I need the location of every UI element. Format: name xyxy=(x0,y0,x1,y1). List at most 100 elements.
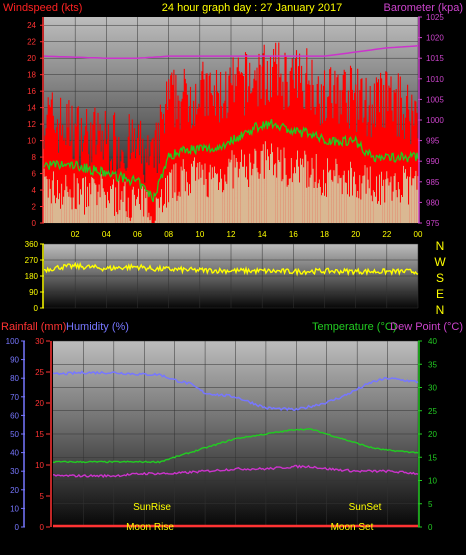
temperature-tick-label: 30 xyxy=(428,384,437,393)
humidity-tick-label: 90 xyxy=(10,356,19,365)
hour-tick-label: 22 xyxy=(382,230,391,239)
compass-s: S xyxy=(436,271,444,285)
barometer-tick-label: 990 xyxy=(426,157,440,166)
climate-axis-labels: 0 5 10 15 20 25 30 35 40 0 10 20 30 40 50 60 70 80 90 100 0 5… xyxy=(6,337,438,532)
hour-tick-label: 10 xyxy=(195,230,204,239)
direction-grid xyxy=(44,243,419,309)
compass-n-bottom: N xyxy=(436,303,445,317)
sunrise-label: SunRise xyxy=(133,502,171,513)
humidity-tick-label: 30 xyxy=(10,467,19,476)
temperature-axis-title: Temperature (°C) xyxy=(312,321,396,333)
barometer-tick-label: 1010 xyxy=(426,75,444,84)
climate-series xyxy=(52,370,419,528)
barometer-tick-label: 1015 xyxy=(426,54,444,63)
windspeed-tick-label: 10 xyxy=(27,137,36,146)
temperature-tick-label: 0 xyxy=(428,523,433,532)
rainfall-axis-title: Rainfall (mm) xyxy=(1,321,66,333)
direction-tick-label: 180 xyxy=(25,272,39,281)
barometer-tick-label: 1025 xyxy=(426,13,444,22)
windspeed-tick-label: 18 xyxy=(27,71,36,80)
rainfall-tick-label: 5 xyxy=(40,492,45,501)
rainfall-tick-label: 15 xyxy=(35,430,44,439)
moonset-label: Moon Set xyxy=(331,522,374,533)
direction-tick-label: 90 xyxy=(29,288,38,297)
rainfall-tick-label: 20 xyxy=(35,399,44,408)
sunset-label: SunSet xyxy=(349,502,382,513)
humidity-tick-label: 100 xyxy=(6,337,20,346)
hour-tick-label: 00 xyxy=(414,230,423,239)
barometer-tick-label: 975 xyxy=(426,219,440,228)
rainfall-tick-label: 10 xyxy=(35,461,44,470)
rainfall-tick-label: 25 xyxy=(35,368,44,377)
barometer-axis-title: Barometer (kpa) xyxy=(384,2,463,14)
hour-tick-label: 12 xyxy=(227,230,236,239)
hour-tick-label: 20 xyxy=(351,230,360,239)
rainfall-tick-label: 0 xyxy=(40,523,45,532)
hour-tick-label: 02 xyxy=(71,230,80,239)
wind-low-bars xyxy=(43,141,419,223)
windspeed-tick-label: 4 xyxy=(32,186,37,195)
barometer-line xyxy=(43,45,419,59)
moonrise-label: Moon Rise xyxy=(126,522,174,533)
hour-tick-label: 18 xyxy=(320,230,329,239)
windspeed-tick-label: 6 xyxy=(32,170,37,179)
humidity-tick-label: 70 xyxy=(10,393,19,402)
hour-tick-label: 14 xyxy=(258,230,267,239)
temperature-line xyxy=(52,427,419,464)
wind-series xyxy=(43,42,419,223)
compass-n-top: N xyxy=(436,239,445,253)
direction-tick-label: 0 xyxy=(34,304,39,313)
temperature-tick-label: 25 xyxy=(428,407,437,416)
windspeed-tick-label: 22 xyxy=(27,38,36,47)
wind-average-line xyxy=(43,119,419,203)
hour-tick-label: 04 xyxy=(102,230,111,239)
temperature-tick-label: 10 xyxy=(428,477,437,486)
hour-tick-label: 16 xyxy=(289,230,298,239)
direction-axis-labels: 0 90 180 270 360 xyxy=(25,240,44,313)
dewpoint-axis-title: Dew Point (°C) xyxy=(390,321,463,333)
compass-w: W xyxy=(434,255,446,269)
barometer-tick-label: 1020 xyxy=(426,34,444,43)
compass-legend: N W S E N xyxy=(434,239,446,317)
humidity-tick-label: 20 xyxy=(10,486,19,495)
compass-e: E xyxy=(436,287,444,301)
windspeed-tick-label: 12 xyxy=(27,120,36,129)
windspeed-tick-label: 2 xyxy=(32,203,37,212)
humidity-tick-label: 10 xyxy=(10,504,19,513)
dewpoint-line xyxy=(52,464,419,479)
barometer-tick-label: 1005 xyxy=(426,95,444,104)
temperature-tick-label: 20 xyxy=(428,430,437,439)
humidity-tick-label: 0 xyxy=(15,523,20,532)
temperature-tick-label: 35 xyxy=(428,360,437,369)
barometer-tick-label: 985 xyxy=(426,178,440,187)
temperature-tick-label: 5 xyxy=(428,500,433,509)
windspeed-tick-label: 14 xyxy=(27,104,36,113)
humidity-axis-title: Humidity (%) xyxy=(66,321,129,333)
barometer-tick-label: 995 xyxy=(426,137,440,146)
rainfall-tick-label: 30 xyxy=(35,337,44,346)
humidity-tick-label: 40 xyxy=(10,449,19,458)
temperature-tick-label: 40 xyxy=(428,337,437,346)
windspeed-tick-label: 16 xyxy=(27,87,36,96)
windspeed-axis-title: Windspeed (kts) xyxy=(3,2,82,14)
hour-tick-label: 08 xyxy=(164,230,173,239)
direction-series xyxy=(43,261,419,277)
windspeed-tick-label: 0 xyxy=(32,219,37,228)
humidity-tick-label: 50 xyxy=(10,430,19,439)
windspeed-tick-label: 20 xyxy=(27,54,36,63)
barometer-tick-label: 1000 xyxy=(426,116,444,125)
barometer-tick-label: 980 xyxy=(426,198,440,207)
direction-line xyxy=(43,261,419,277)
hour-tick-label: 06 xyxy=(133,230,142,239)
humidity-tick-label: 80 xyxy=(10,374,19,383)
direction-tick-label: 360 xyxy=(25,240,39,249)
graph-title: 24 hour graph day : 27 January 2017 xyxy=(162,2,342,14)
wind-axis-labels: 0246810121416182022249759809859909951000… xyxy=(27,13,444,239)
direction-tick-label: 270 xyxy=(25,256,39,265)
windspeed-tick-label: 8 xyxy=(32,153,37,162)
humidity-tick-label: 60 xyxy=(10,411,19,420)
temperature-tick-label: 15 xyxy=(428,453,437,462)
humidity-line xyxy=(52,370,419,412)
